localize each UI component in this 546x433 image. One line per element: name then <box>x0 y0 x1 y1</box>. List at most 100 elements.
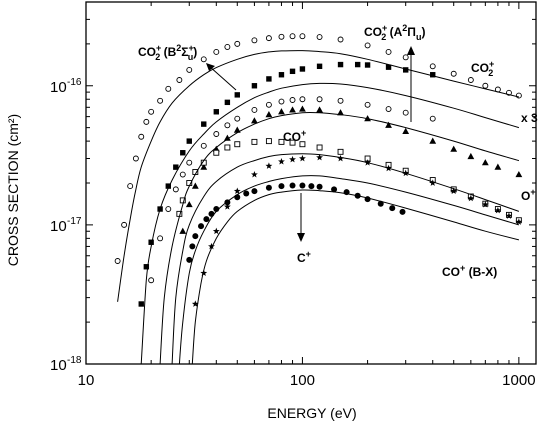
data-point-filled-circle <box>189 243 196 250</box>
data-point-filled-triangle <box>481 159 489 166</box>
series-3-filled-triangle <box>179 105 523 234</box>
y-tick-exponent: -18 <box>67 355 82 366</box>
data-point-open-circle <box>179 171 186 178</box>
data-point-filled-triangle <box>200 163 208 170</box>
annotation-c-ion: C+ <box>297 249 311 265</box>
data-point-filled-triangle <box>278 108 285 115</box>
data-point-open-circle <box>234 115 241 122</box>
data-point-open-circle <box>148 277 155 284</box>
series-line <box>178 175 520 364</box>
data-point-star <box>316 153 323 161</box>
data-point-open-circle <box>364 101 371 108</box>
data-point-filled-circle <box>251 188 258 195</box>
annotation-o-ion: O+ <box>521 187 536 203</box>
y-tick-exponent: -16 <box>67 77 82 88</box>
data-point-filled-triangle <box>337 109 344 116</box>
data-point-filled-triangle <box>223 134 231 141</box>
data-point-open-square <box>213 149 220 156</box>
data-point-filled-square <box>402 67 409 73</box>
data-point-open-circle <box>200 142 207 149</box>
data-point-star <box>337 154 344 162</box>
series-line <box>191 189 520 364</box>
data-point-open-square <box>224 144 231 151</box>
data-point-filled-square <box>316 63 323 69</box>
data-point-star <box>233 187 241 194</box>
data-point-filled-triangle <box>185 200 193 208</box>
data-point-filled-triangle <box>251 117 258 124</box>
data-point-open-circle <box>172 186 179 193</box>
data-point-open-circle <box>213 131 220 137</box>
data-layer <box>114 33 523 364</box>
data-point-filled-triangle <box>265 111 273 118</box>
data-point-filled-square <box>165 183 171 189</box>
data-point-star <box>481 200 489 208</box>
data-point-star <box>289 155 296 163</box>
data-point-filled-square <box>173 164 179 170</box>
y-tick-label: 10 <box>50 357 67 374</box>
annotation-co2: CO+ 2 <box>471 59 494 78</box>
series-line <box>140 82 520 364</box>
data-point-star <box>494 206 502 214</box>
data-point-open-circle <box>337 36 344 43</box>
data-point-open-circle <box>127 183 134 190</box>
data-point-filled-triangle <box>364 115 371 122</box>
data-point-filled-square <box>289 68 296 75</box>
data-point-filled-square <box>385 64 392 70</box>
data-point-filled-square <box>201 121 207 127</box>
data-point-filled-square <box>278 72 285 78</box>
data-point-filled-square <box>186 138 192 144</box>
data-point-open-square <box>337 148 344 155</box>
data-point-open-circle <box>200 56 207 63</box>
series-line <box>171 153 520 364</box>
data-point-star <box>208 242 215 250</box>
data-point-open-circle <box>385 106 392 113</box>
data-point-filled-circle <box>299 182 306 189</box>
series-line <box>117 50 520 302</box>
data-point-open-circle <box>402 109 409 116</box>
data-point-filled-circle <box>192 233 199 240</box>
y-tick-label: 10 <box>50 79 67 96</box>
data-point-open-circle <box>251 107 258 113</box>
data-point-open-circle <box>224 44 231 50</box>
data-point-filled-square <box>224 99 231 106</box>
data-point-filled-triangle <box>450 145 458 152</box>
data-point-filled-square <box>138 301 144 307</box>
data-point-filled-circle <box>316 183 323 190</box>
data-point-open-circle <box>278 33 285 40</box>
data-point-open-circle <box>429 115 436 122</box>
data-point-open-circle <box>176 77 183 83</box>
series-12-line <box>191 189 520 364</box>
data-point-open-circle <box>213 48 220 55</box>
data-point-filled-square <box>354 61 361 68</box>
x-tick-label: 100 <box>290 372 315 389</box>
data-point-filled-triangle <box>316 106 323 113</box>
arrowhead-c-ion <box>297 233 305 242</box>
data-point-open-circle <box>265 35 272 42</box>
data-point-filled-triangle <box>429 137 437 144</box>
data-point-open-circle <box>289 33 296 40</box>
data-point-filled-square <box>337 61 344 68</box>
data-point-open-circle <box>234 40 241 47</box>
data-point-open-circle <box>121 221 128 228</box>
data-point-filled-triangle <box>515 170 523 178</box>
data-point-filled-circle <box>331 186 338 193</box>
x-tick-label: 1000 <box>502 372 535 389</box>
data-point-open-circle <box>157 97 164 104</box>
data-point-filled-triangle <box>467 152 475 160</box>
data-point-open-circle <box>143 118 150 125</box>
data-point-open-circle <box>364 42 371 49</box>
y-tick-exponent: -17 <box>67 216 82 227</box>
data-point-open-circle <box>224 122 231 129</box>
data-point-star <box>467 194 475 202</box>
data-point-star <box>250 170 258 178</box>
data-point-star <box>200 269 208 277</box>
data-point-filled-circle <box>278 183 285 190</box>
data-point-filled-triangle <box>289 106 296 113</box>
data-point-open-square <box>251 138 258 145</box>
annotation-arrow-b-state <box>208 65 237 91</box>
y-tick-label: 10 <box>50 218 67 235</box>
annotation-co-ion: CO+ <box>283 128 306 144</box>
annotation-co2-b-state: CO+ 2 (B2Σ+ u) <box>138 43 197 62</box>
data-point-open-circle <box>186 159 193 166</box>
